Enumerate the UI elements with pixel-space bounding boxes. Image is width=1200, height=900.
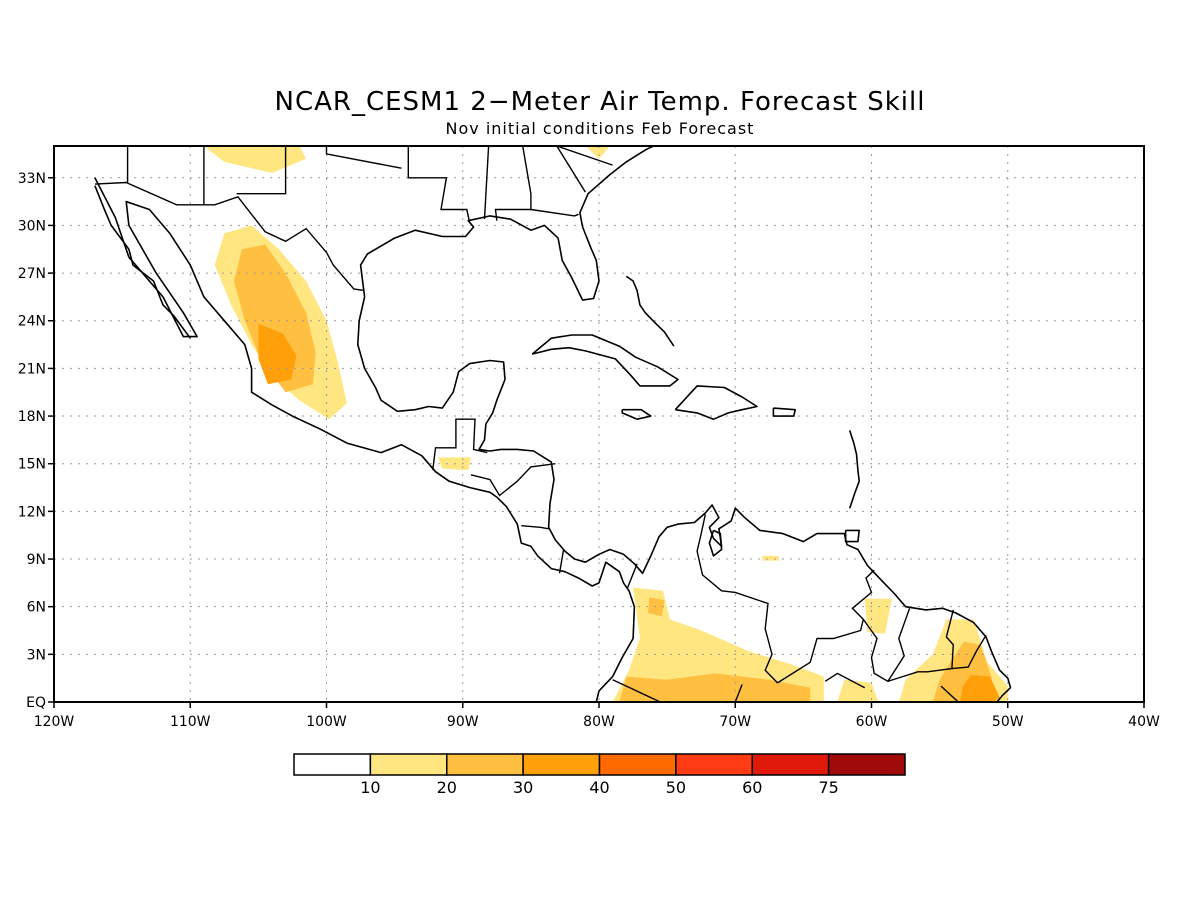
political-border-layer [94, 146, 987, 702]
border-guatemala-belize [432, 418, 488, 471]
colorbar-swatch-6 [751, 753, 830, 776]
colorbar-label: 50 [666, 778, 686, 797]
colorbar-swatch-7 [827, 753, 906, 776]
skill-region-guyana-8 [864, 598, 892, 634]
coastline-bahamas [625, 275, 675, 347]
map-title: NCAR_CESM1 2−Meter Air Temp. Forecast Sk… [275, 87, 926, 117]
skill-region-venezuela-small-13 [762, 555, 779, 561]
colorbar-swatch-2 [446, 753, 524, 776]
lon-tick-label: 120W [34, 714, 75, 730]
skill-region-mexico-sierra-madre-2 [258, 323, 297, 385]
longitude-axis: 120W 110W 100W 90W 80W 70W 60W 50W 40W [34, 702, 1160, 730]
colorbar-label: 40 [589, 778, 609, 797]
coastline-gulf-coast [359, 146, 654, 301]
border-us-states-la [407, 146, 471, 223]
colorbar-swatch-4 [598, 753, 677, 776]
border-brazil-amapa [940, 685, 960, 702]
skill-region-amazon-east-9 [837, 679, 879, 702]
lat-tick-label: 21N [18, 361, 46, 377]
border-us-states-al [494, 146, 532, 221]
border-us-states-ms [483, 146, 490, 220]
border-venezuela-brazil [777, 569, 875, 684]
colorbar-swatch-1 [369, 753, 448, 776]
coastline-baja-west [94, 185, 191, 339]
border-us-states-sc [556, 146, 613, 166]
colorbar-label: 30 [513, 778, 533, 797]
skill-region-colombia-amazon-7 [619, 673, 811, 702]
colorbar-label: 75 [818, 778, 838, 797]
colorbar-swatch-3 [522, 753, 601, 776]
lat-tick-label: 3N [27, 647, 46, 663]
coastline-lake-maracaibo [708, 529, 723, 557]
border-guyana-suriname [862, 608, 911, 683]
border-panama-colombia [626, 563, 638, 588]
coastline-puerto-rico [772, 407, 797, 417]
coastline-hispaniola [674, 385, 758, 421]
border-us-states-tx [236, 146, 287, 195]
lat-tick-label: 9N [27, 552, 46, 568]
border-brazil-venezuela-east [824, 672, 866, 689]
colorbar-label: 10 [360, 778, 380, 797]
border-us-states-ok [325, 146, 402, 169]
border-colombia-ecuador-peru [612, 679, 665, 702]
border-us-states-ga [556, 146, 586, 193]
lat-tick-label: 6N [27, 600, 46, 616]
lat-tick-label: 18N [18, 409, 46, 425]
coastline-mexico-gulf-coast [356, 296, 1012, 702]
coastline-jamaica [621, 408, 652, 421]
skill-shading-layer [203, 146, 1008, 702]
lon-tick-label: 80W [583, 714, 615, 730]
lon-tick-label: 40W [1128, 714, 1160, 730]
coastline-us-mexico-coast [94, 177, 636, 702]
skill-region-colombia-amazon-5 [612, 587, 824, 702]
colorbar-label: 60 [742, 778, 762, 797]
border-cr-panama [558, 549, 565, 574]
coastline-cuba [531, 334, 679, 387]
border-colombia-brazil [734, 684, 743, 702]
lat-tick-label: 30N [18, 218, 46, 234]
skill-region-french-guiana-amapa-12 [960, 675, 1000, 702]
lat-tick-label: 15N [18, 457, 46, 473]
border-us-mexico-border [94, 181, 365, 292]
lon-tick-label: 50W [992, 714, 1024, 730]
lon-tick-label: 110W [170, 714, 211, 730]
lon-tick-label: 100W [306, 714, 347, 730]
lon-tick-label: 70W [719, 714, 751, 730]
skill-region-florida-north-14 [585, 146, 610, 159]
border-colombia-venezuela [696, 514, 779, 684]
colorbar-swatch-5 [675, 753, 753, 776]
lat-tick-label: 33N [18, 171, 46, 187]
lat-tick-label: EQ [26, 695, 46, 711]
coastline-trinidad [844, 529, 861, 543]
skill-region-colombia-amazon-6 [648, 597, 665, 617]
latitude-axis: 33N 30N 27N 24N 21N 18N 15N 12N 9N 6N 3N EQ [18, 171, 54, 711]
colorbar-swatch-0 [293, 753, 372, 776]
skill-region-us-southwest-3 [203, 146, 307, 173]
coastline-layer [94, 146, 1012, 702]
lon-tick-label: 60W [856, 714, 888, 730]
lat-tick-label: 27N [18, 266, 46, 282]
coastline-lesser-antilles [848, 430, 861, 509]
colorbar: 10 20 30 40 50 60 75 [293, 753, 906, 797]
graticule [54, 146, 1144, 702]
border-nicaragua-cr [521, 525, 549, 530]
lat-tick-label: 12N [18, 504, 46, 520]
lon-tick-label: 90W [447, 714, 479, 730]
lat-tick-label: 24N [18, 314, 46, 330]
border-us-states-fl [530, 208, 579, 217]
border-honduras-nicaragua [470, 463, 556, 497]
map-subtitle: Nov initial conditions Feb Forecast [446, 119, 755, 138]
colorbar-label: 20 [437, 778, 457, 797]
border-fg-brazil [951, 634, 987, 670]
